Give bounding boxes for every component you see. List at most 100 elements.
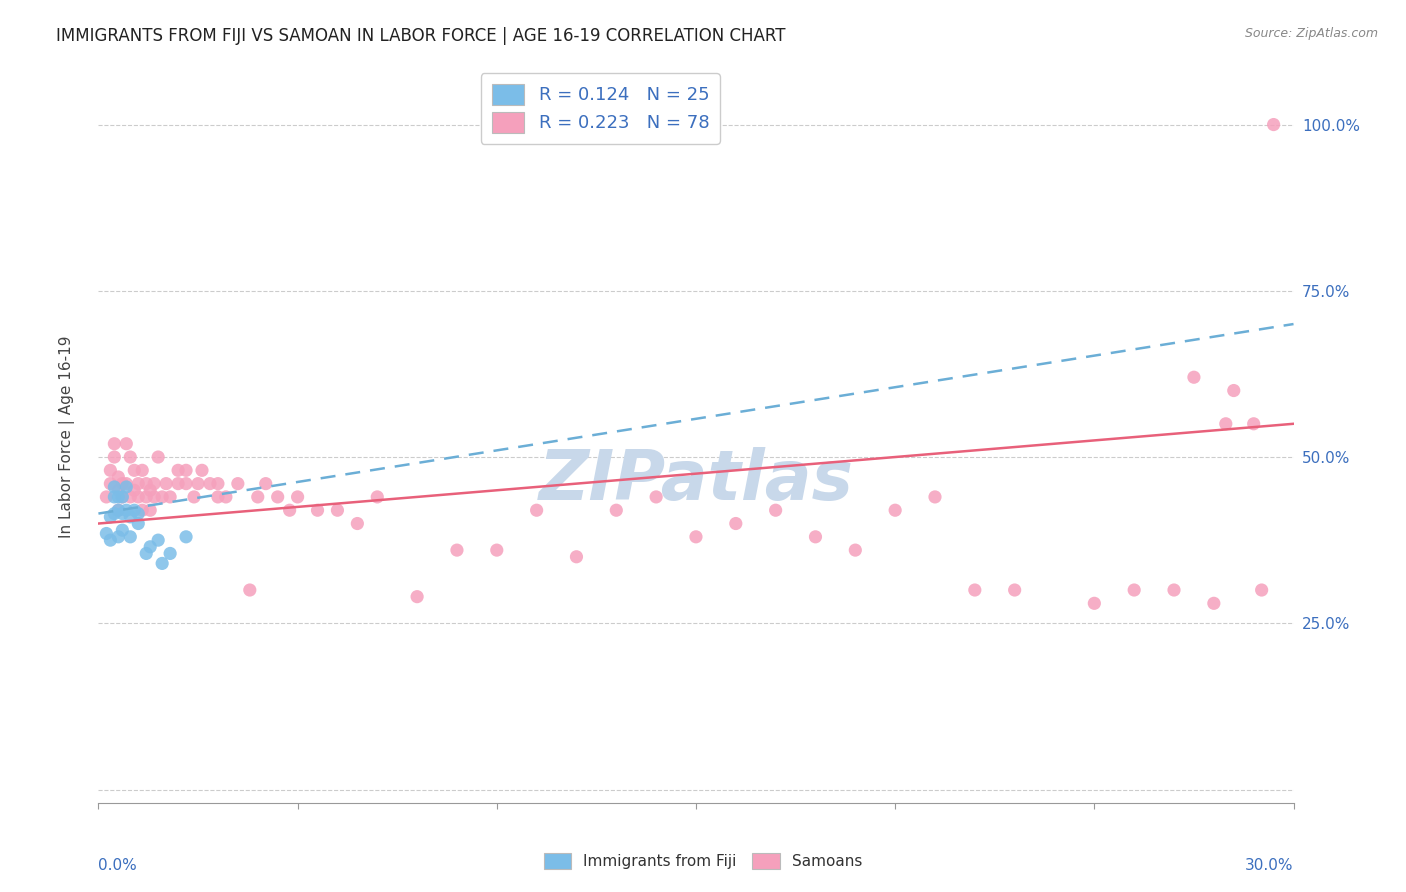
Point xyxy=(239,582,262,597)
Point xyxy=(96,526,118,541)
Point xyxy=(107,483,129,498)
Point xyxy=(98,509,122,524)
Point xyxy=(485,543,508,558)
Point xyxy=(924,490,946,504)
Text: 30.0%: 30.0% xyxy=(1246,858,1294,872)
Point xyxy=(187,476,209,491)
Point xyxy=(120,509,142,524)
Point xyxy=(167,476,190,491)
Point xyxy=(131,463,153,477)
Point xyxy=(127,507,149,521)
Point xyxy=(107,503,129,517)
Text: 0.0%: 0.0% xyxy=(98,858,138,872)
Point xyxy=(1215,417,1237,431)
Point xyxy=(115,476,138,491)
Point xyxy=(107,503,129,517)
Point xyxy=(844,543,866,558)
Point xyxy=(174,476,197,491)
Point xyxy=(1202,596,1225,610)
Point xyxy=(135,546,157,560)
Point xyxy=(1223,384,1246,398)
Point xyxy=(174,463,197,477)
Point xyxy=(174,530,197,544)
Point xyxy=(446,543,468,558)
Point xyxy=(135,476,157,491)
Point xyxy=(150,557,173,571)
Point xyxy=(139,540,162,554)
Point xyxy=(120,490,142,504)
Point xyxy=(565,549,588,564)
Point xyxy=(167,463,190,477)
Point xyxy=(207,476,229,491)
Point xyxy=(366,490,388,504)
Point xyxy=(127,490,149,504)
Point xyxy=(198,476,221,491)
Point xyxy=(115,503,138,517)
Point xyxy=(143,490,166,504)
Point xyxy=(111,490,134,504)
Point xyxy=(307,503,329,517)
Point xyxy=(246,490,269,504)
Point xyxy=(1004,582,1026,597)
Point xyxy=(115,480,138,494)
Point xyxy=(278,503,301,517)
Point xyxy=(1250,582,1272,597)
Point xyxy=(1163,582,1185,597)
Legend: R = 0.124   N = 25, R = 0.223   N = 78: R = 0.124 N = 25, R = 0.223 N = 78 xyxy=(481,73,720,144)
Point xyxy=(98,476,122,491)
Point xyxy=(111,476,134,491)
Point xyxy=(127,476,149,491)
Y-axis label: In Labor Force | Age 16-19: In Labor Force | Age 16-19 xyxy=(59,335,75,539)
Legend: Immigrants from Fiji, Samoans: Immigrants from Fiji, Samoans xyxy=(537,847,869,875)
Text: IMMIGRANTS FROM FIJI VS SAMOAN IN LABOR FORCE | AGE 16-19 CORRELATION CHART: IMMIGRANTS FROM FIJI VS SAMOAN IN LABOR … xyxy=(56,27,786,45)
Point xyxy=(226,476,249,491)
Point xyxy=(103,507,125,521)
Point xyxy=(103,450,125,464)
Point xyxy=(107,530,129,544)
Point xyxy=(159,546,181,560)
Point xyxy=(183,490,205,504)
Point xyxy=(645,490,668,504)
Point xyxy=(103,490,125,504)
Point xyxy=(963,582,986,597)
Point xyxy=(103,480,125,494)
Point xyxy=(191,463,214,477)
Point xyxy=(124,483,146,498)
Point xyxy=(685,530,707,544)
Point xyxy=(115,436,138,450)
Point xyxy=(127,516,149,531)
Point xyxy=(406,590,429,604)
Text: Source: ZipAtlas.com: Source: ZipAtlas.com xyxy=(1244,27,1378,40)
Point xyxy=(346,516,368,531)
Point xyxy=(124,503,146,517)
Point xyxy=(804,530,827,544)
Point xyxy=(1083,596,1105,610)
Point xyxy=(111,507,134,521)
Point xyxy=(131,503,153,517)
Point xyxy=(724,516,747,531)
Point xyxy=(884,503,907,517)
Point xyxy=(150,490,173,504)
Point xyxy=(124,463,146,477)
Point xyxy=(120,450,142,464)
Point xyxy=(526,503,548,517)
Point xyxy=(1263,118,1285,132)
Point xyxy=(98,533,122,548)
Point xyxy=(148,533,170,548)
Point xyxy=(155,476,177,491)
Point xyxy=(215,490,238,504)
Point xyxy=(120,530,142,544)
Point xyxy=(135,490,157,504)
Point xyxy=(765,503,787,517)
Point xyxy=(1182,370,1205,384)
Point xyxy=(605,503,627,517)
Point xyxy=(96,490,118,504)
Point xyxy=(254,476,277,491)
Point xyxy=(139,483,162,498)
Point xyxy=(1243,417,1265,431)
Point xyxy=(111,490,134,504)
Point xyxy=(139,503,162,517)
Point xyxy=(159,490,181,504)
Point xyxy=(111,523,134,537)
Point xyxy=(1123,582,1146,597)
